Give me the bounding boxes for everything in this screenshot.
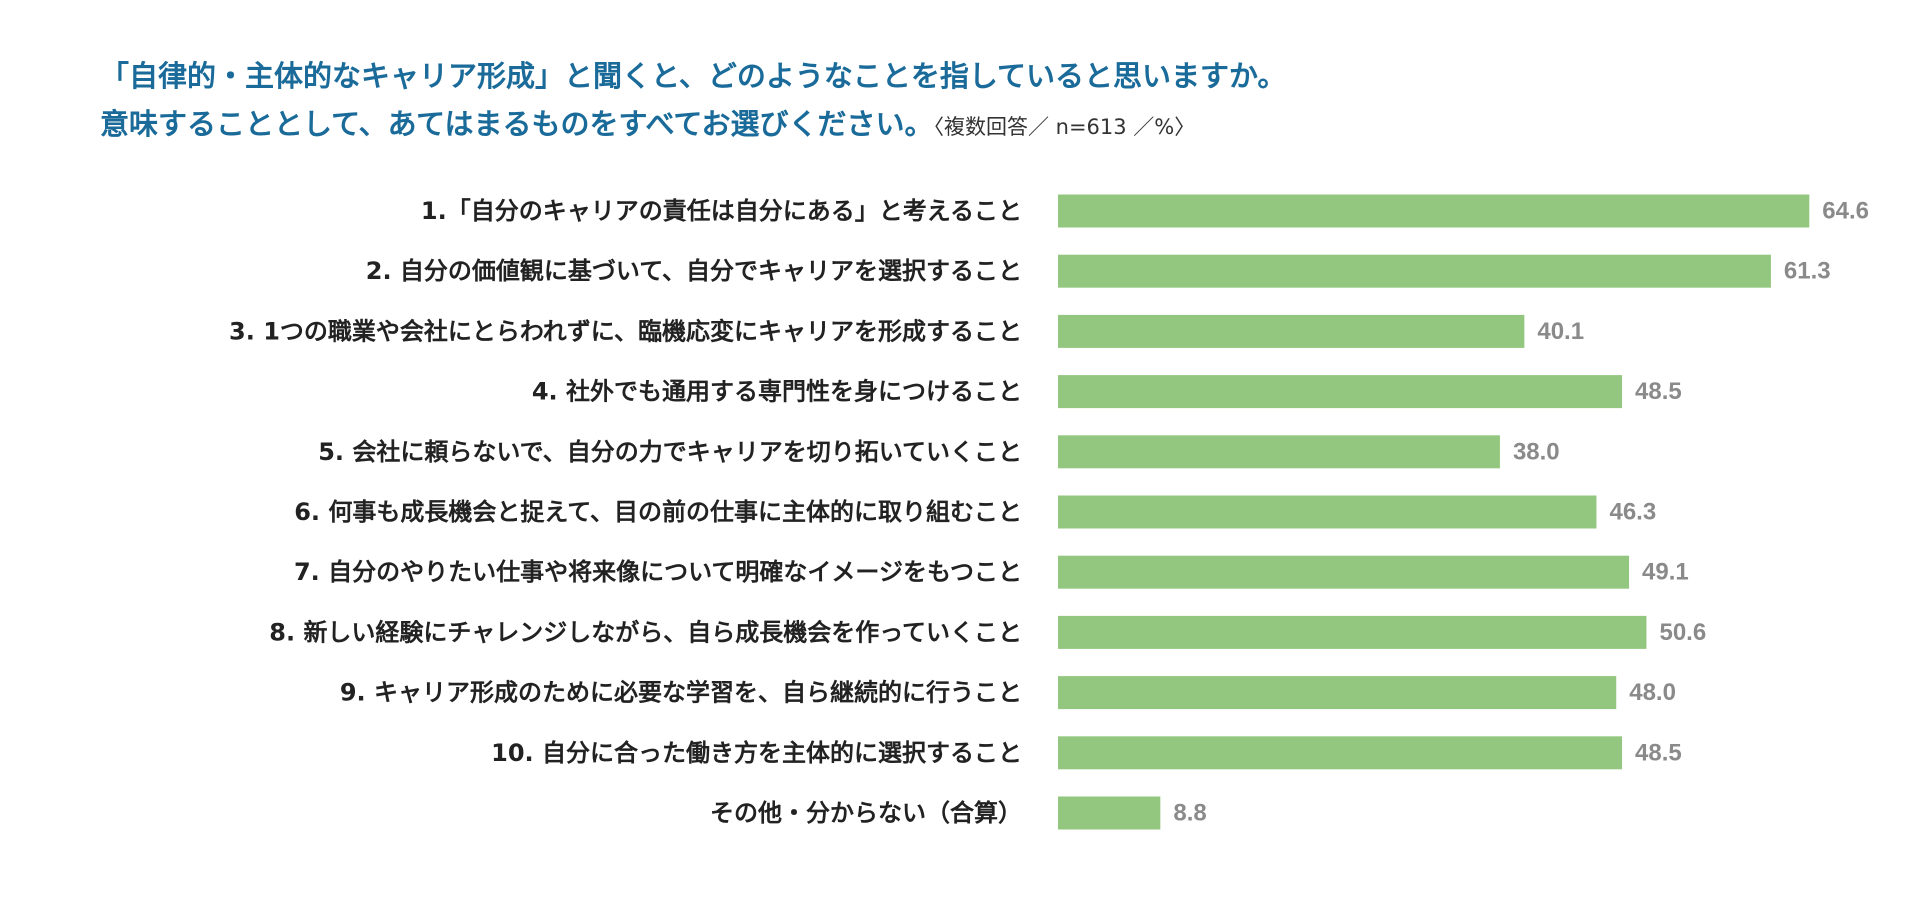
category-label: 7. 自分のやりたい仕事や将来像について明確なイメージをもつこと <box>294 558 1022 586</box>
bar <box>1058 676 1617 710</box>
category-label: 5. 会社に頼らないで、自分の力でキャリアを切り拓いていくこと <box>318 438 1022 466</box>
category-label: 2. 自分の価値観に基づいて、自分でキャリアを選択すること <box>366 257 1022 285</box>
category-label: 6. 何事も成長機会と捉えて、目の前の仕事に主体的に取り組むこと <box>294 498 1022 526</box>
bar <box>1058 314 1525 348</box>
bar <box>1058 736 1623 770</box>
bar <box>1058 615 1647 649</box>
category-label: 4. 社外でも通用する専門性を身につけること <box>532 378 1022 406</box>
value-label: 61.3 <box>1784 258 1831 285</box>
value-label: 40.1 <box>1537 318 1584 345</box>
title-line-2: 意味することとして、あてはまるものをすべてお選びください。〈複数回答／ n=61… <box>100 100 1860 151</box>
category-label: その他・分からない（合算） <box>710 799 1022 827</box>
value-label: 48.5 <box>1635 378 1682 405</box>
bar <box>1058 194 1810 228</box>
category-label: 1.「自分のキャリアの責任は自分にある」と考えること <box>421 197 1022 225</box>
value-label: 64.6 <box>1822 198 1869 225</box>
value-label: 48.5 <box>1635 739 1682 766</box>
bar <box>1058 796 1161 830</box>
bar <box>1058 495 1597 529</box>
category-label: 8. 新しい経験にチャレンジしながら、自ら成長機会を作っていくこと <box>269 618 1022 646</box>
value-label: 8.8 <box>1173 800 1206 827</box>
sample-note: 〈複数回答／ n=613 ／%〉 <box>933 115 1196 139</box>
bar <box>1058 555 1630 589</box>
category-label: 10. 自分に合った働き方を主体的に選択すること <box>491 739 1022 767</box>
title-line-2-text: 意味することとして、あてはまるものをすべてお選びください。 <box>100 107 934 141</box>
value-label: 48.0 <box>1629 679 1676 706</box>
value-label: 38.0 <box>1513 438 1560 465</box>
bar <box>1058 375 1623 409</box>
bar <box>1058 254 1771 288</box>
bar <box>1058 435 1500 469</box>
title-line-1: 「自律的・主体的なキャリア形成」と聞くと、どのようなことを指していると思いますか… <box>100 59 1287 93</box>
value-label: 49.1 <box>1642 559 1689 586</box>
category-label: 9. キャリア形成のために必要な学習を、自ら継続的に行うこと <box>340 679 1022 707</box>
chart-title: 「自律的・主体的なキャリア形成」と聞くと、どのようなことを指していると思いますか… <box>100 52 1860 151</box>
value-label: 50.6 <box>1659 619 1706 646</box>
value-label: 46.3 <box>1609 499 1656 526</box>
category-label: 3. 1つの職業や会社にとらわれずに、臨機応変にキャリアを形成すること <box>229 317 1022 345</box>
